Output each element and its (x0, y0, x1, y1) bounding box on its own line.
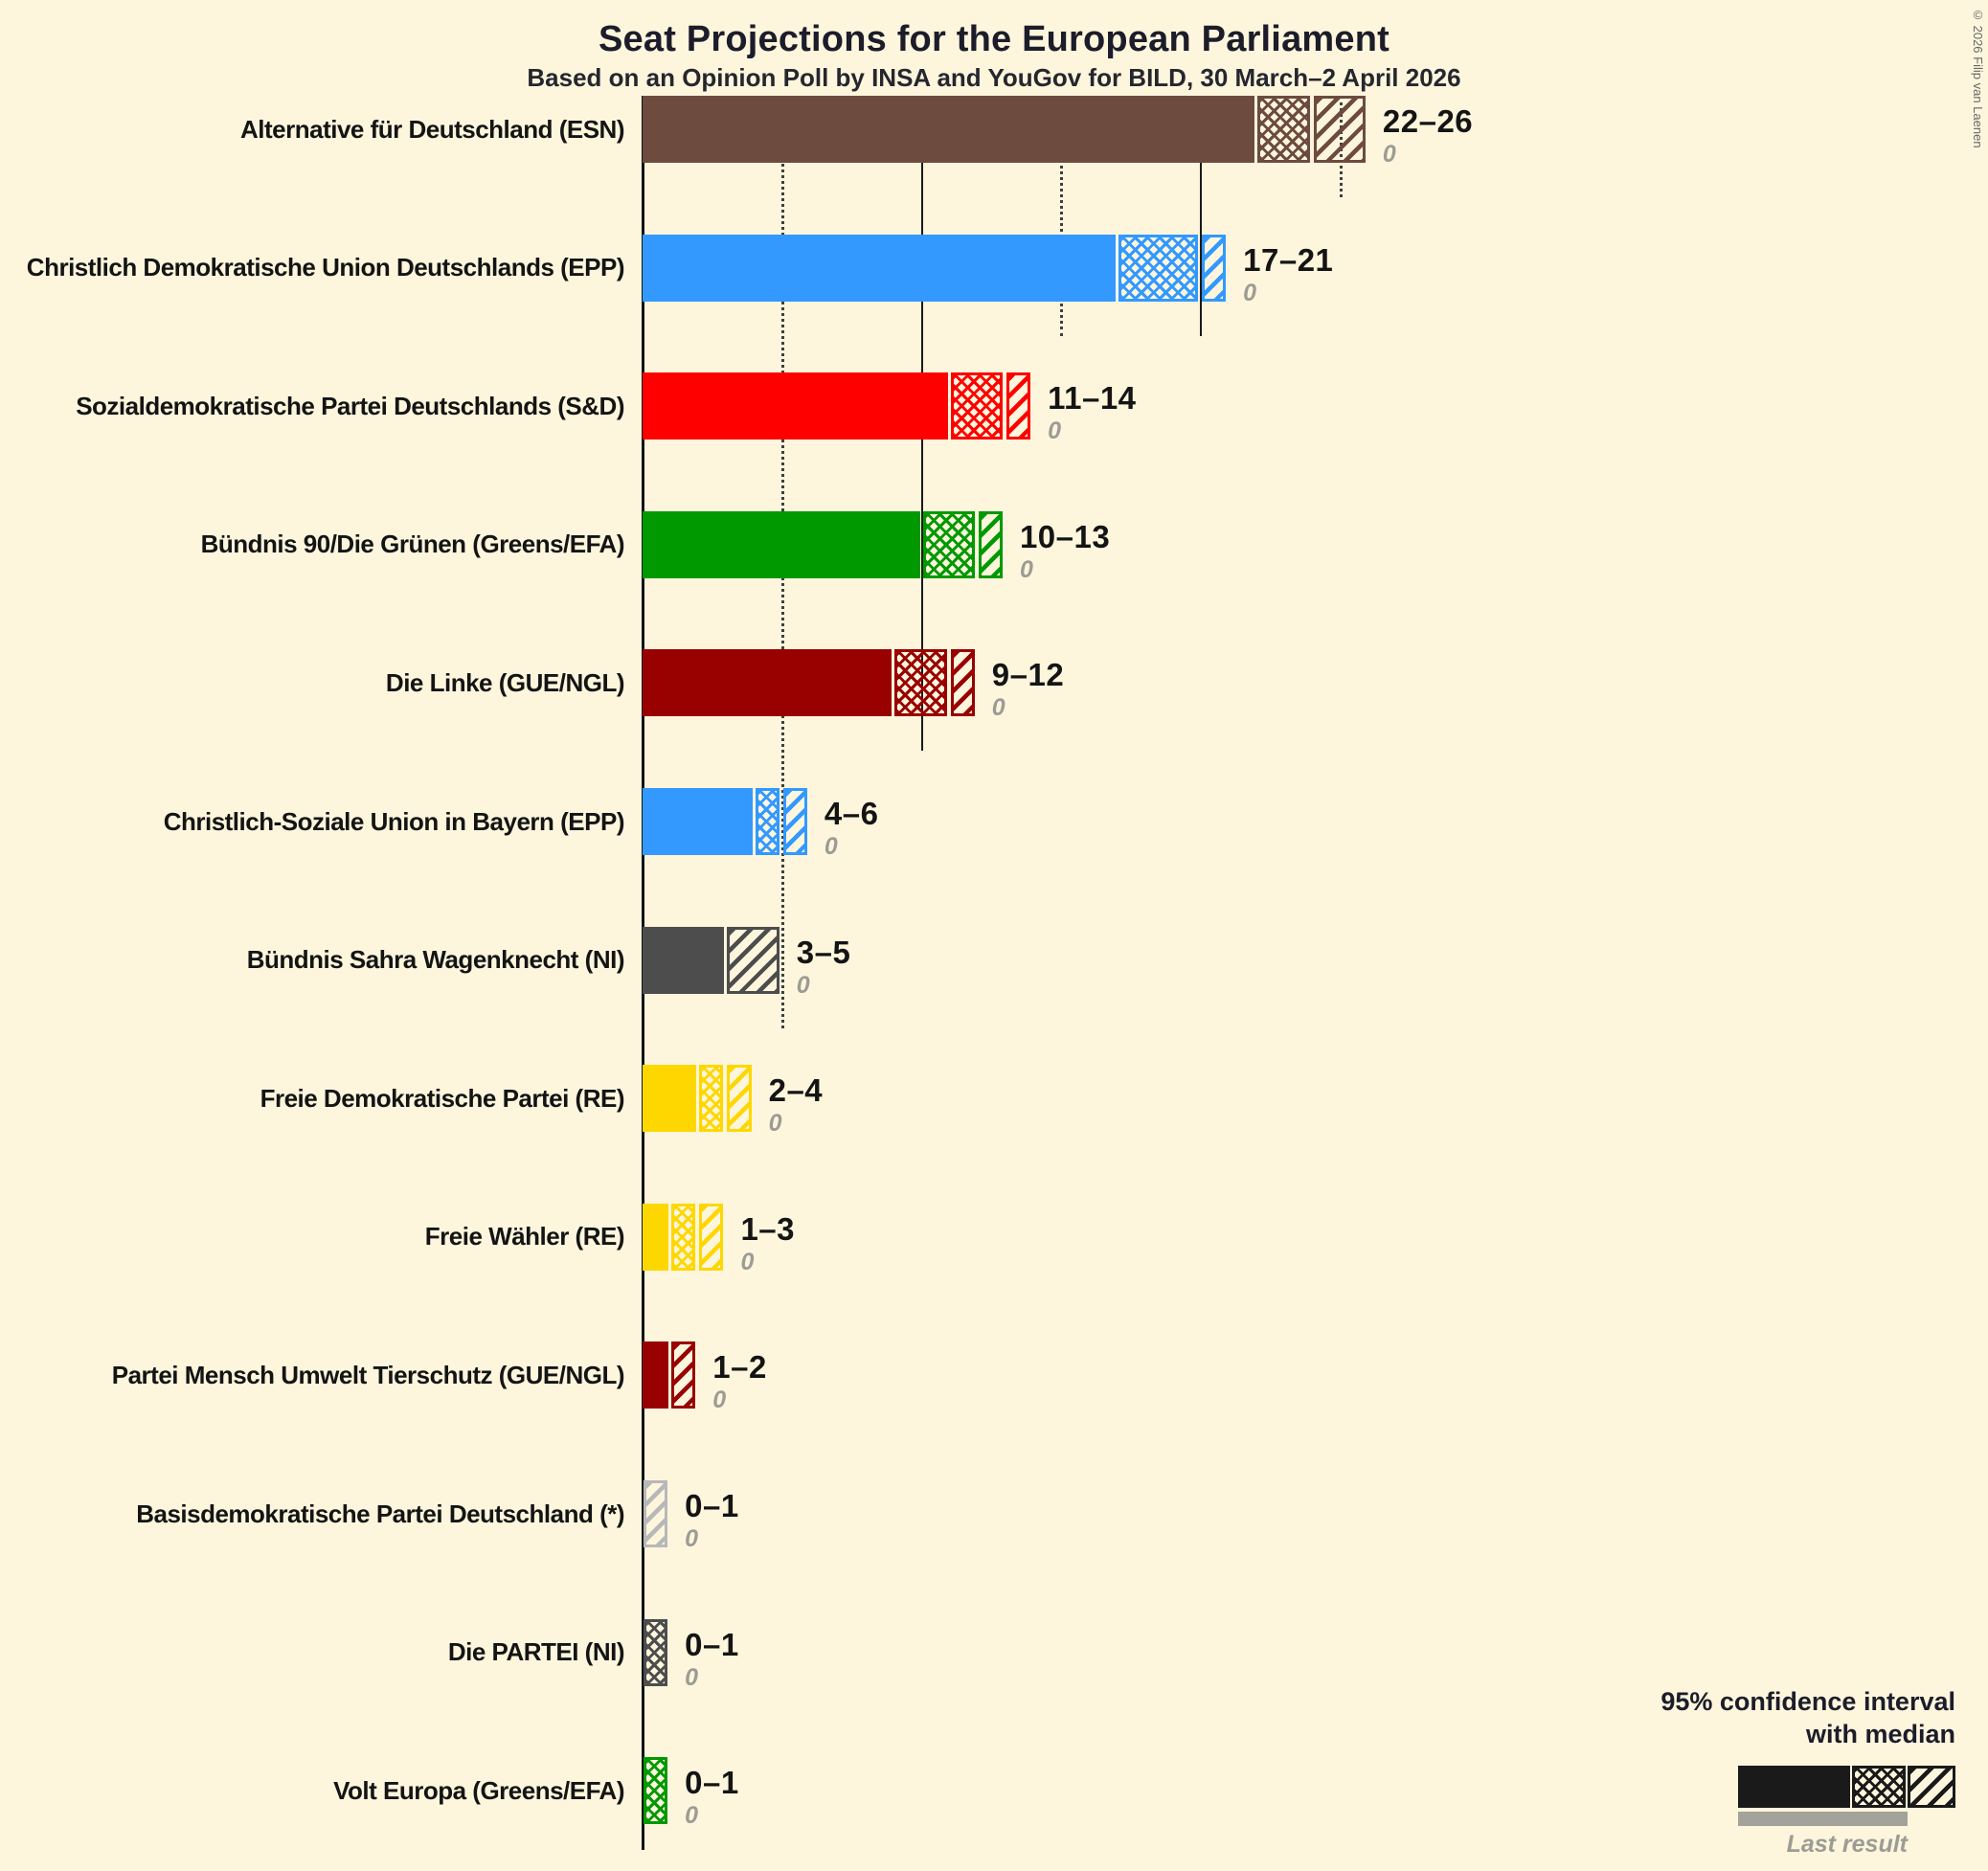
party-label: Die PARTEI (NI) (447, 1637, 625, 1667)
last-result-value: 0 (685, 1525, 699, 1552)
party-label: Freie Demokratische Partei (RE) (260, 1083, 625, 1113)
party-label: Bündnis 90/Die Grünen (Greens/EFA) (200, 530, 625, 559)
last-result-value: 0 (685, 1802, 699, 1830)
last-result-value: 0 (685, 1663, 699, 1691)
party-label: Basisdemokratische Partei Deutschland (*… (136, 1499, 624, 1528)
bar-diagonal-segment (1313, 96, 1366, 163)
bar-diagonal-segment (1005, 372, 1031, 440)
bar-crosshatch-segment (644, 1757, 668, 1825)
party-label: Volt Europa (Greens/EFA) (333, 1775, 624, 1805)
bar-crosshatch-segment (1118, 234, 1198, 302)
last-result-value: 0 (991, 694, 1005, 722)
bar-solid-segment (643, 510, 920, 578)
last-result-value: 0 (1382, 141, 1396, 168)
last-result-value: 0 (768, 1110, 782, 1138)
last-result-value: 0 (1243, 279, 1257, 306)
party-label: Die Linke (GUE/NGL) (385, 667, 625, 697)
party-label: Bündnis Sahra Wagenknecht (NI) (246, 945, 625, 975)
party-label: Sozialdemokratische Partei Deutschlands … (76, 391, 624, 420)
seat-range-label: 22–26 (1382, 103, 1474, 139)
last-result-value: 0 (712, 1386, 727, 1414)
legend-diagonal-segment (1908, 1766, 1955, 1808)
last-result-value: 0 (824, 833, 838, 860)
bar-diagonal-segment (644, 1480, 668, 1547)
seat-range-label: 0–1 (685, 1765, 739, 1801)
last-result-value: 0 (1019, 555, 1033, 583)
bar-solid-segment (643, 649, 892, 717)
seat-range-label: 17–21 (1243, 241, 1334, 278)
bar-crosshatch-segment (922, 510, 975, 578)
bar-diagonal-segment (782, 788, 807, 855)
seat-range-label: 1–2 (712, 1349, 767, 1386)
bar-solid-segment (643, 96, 1255, 163)
bar-diagonal-segment (978, 510, 1003, 578)
bar-solid-segment (643, 1203, 669, 1271)
bar-solid-segment (643, 1065, 697, 1133)
seat-range-label: 10–13 (1019, 518, 1111, 554)
seat-range-label: 1–3 (740, 1210, 795, 1247)
legend-confidence-interval-bar (1738, 1766, 1955, 1808)
seat-range-label: 3–5 (796, 934, 851, 970)
bar-crosshatch-segment (671, 1203, 696, 1271)
bar-crosshatch-segment (755, 788, 779, 855)
last-result-value: 0 (740, 1248, 755, 1275)
bar-diagonal-segment (699, 1203, 724, 1271)
bar-diagonal-segment (727, 926, 779, 994)
legend-last-result-bar (1738, 1812, 1908, 1826)
bar-crosshatch-segment (1257, 96, 1310, 163)
legend-title-line2: with median (1805, 1720, 1955, 1748)
party-label: Partei Mensch Umwelt Tierschutz (GUE/NGL… (111, 1360, 625, 1389)
bar-solid-segment (643, 372, 948, 440)
legend-title-line1: 95% confidence interval (1660, 1687, 1955, 1716)
gridline-15-seats (1060, 96, 1064, 336)
bar-diagonal-segment (727, 1065, 752, 1133)
bar-solid-segment (643, 926, 725, 994)
seat-range-label: 0–1 (685, 1488, 739, 1523)
legend-crosshatch-segment (1852, 1766, 1906, 1808)
party-label: Alternative für Deutschland (ESN) (239, 114, 625, 144)
last-result-value: 0 (1048, 417, 1061, 445)
bar-solid-segment (643, 234, 1116, 302)
legend-last-result-label: Last result (1786, 1831, 1908, 1858)
seat-range-label: 0–1 (685, 1626, 739, 1662)
bar-diagonal-segment (950, 649, 975, 717)
seat-range-label: 4–6 (824, 796, 879, 831)
party-label: Christlich Demokratische Union Deutschla… (26, 253, 625, 282)
seat-range-label: 2–4 (768, 1072, 824, 1109)
seat-range-label: 9–12 (991, 657, 1065, 693)
copyright-note: © 2026 Filip van Laenen (1971, 8, 1985, 148)
party-label: Christlich-Soziale Union in Bayern (EPP) (163, 806, 625, 836)
bar-crosshatch-segment (950, 372, 1003, 440)
legend-solid-segment (1738, 1766, 1850, 1808)
chart-title: Seat Projections for the European Parlia… (598, 19, 1389, 59)
bar-crosshatch-segment (699, 1065, 724, 1133)
bar-crosshatch-segment (644, 1618, 668, 1686)
bar-diagonal-segment (671, 1341, 696, 1409)
seat-range-label: 11–14 (1048, 380, 1137, 417)
party-label: Freie Wähler (RE) (424, 1222, 625, 1251)
bar-crosshatch-segment (894, 649, 947, 717)
chart-subtitle: Based on an Opinion Poll by INSA and You… (527, 63, 1461, 92)
bar-solid-segment (643, 788, 753, 855)
gridline-20-seats (1200, 96, 1202, 336)
bar-solid-segment (643, 1341, 669, 1409)
last-result-value: 0 (796, 971, 810, 999)
bar-diagonal-segment (1202, 234, 1227, 302)
